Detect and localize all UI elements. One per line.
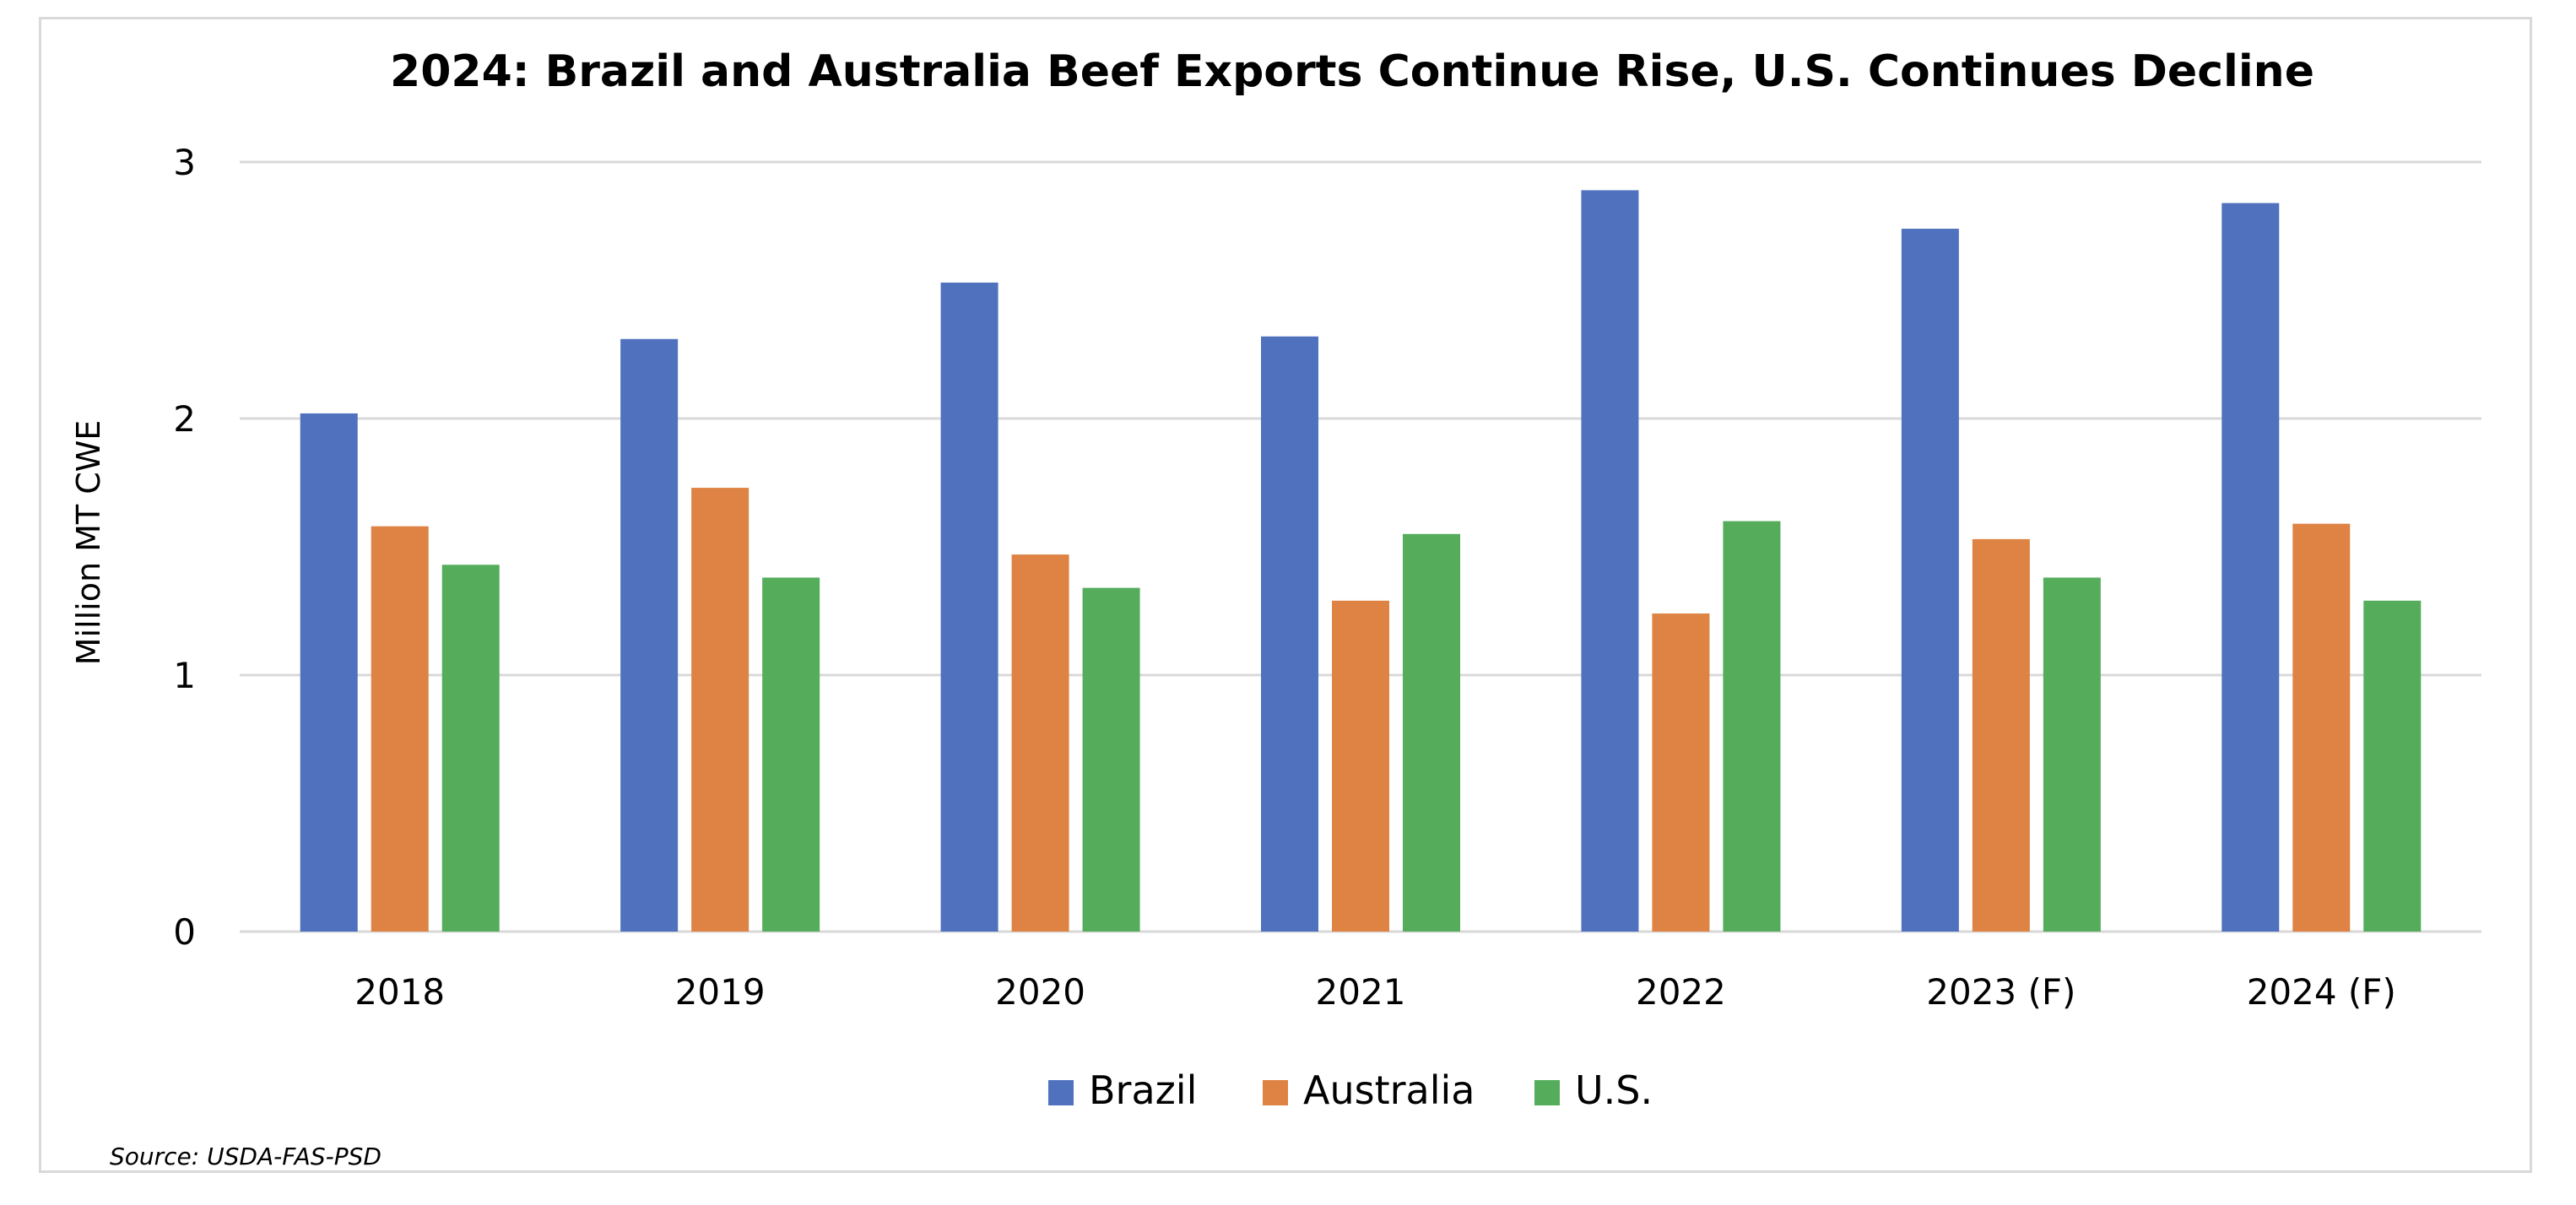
chart-title: 2024: Brazil and Australia Beef Exports … [390, 46, 2314, 97]
bar-australia-2020 [1011, 554, 1069, 932]
legend-swatch-brazil [1048, 1080, 1074, 1105]
bar-brazil-2019 [620, 338, 679, 932]
y-axis-ticks: 0 1 2 3 [173, 142, 196, 953]
x-tick-label: 2023 (F) [1926, 971, 2075, 1013]
y-tick-label: 1 [173, 655, 196, 696]
bar-australia-2023-F [1972, 538, 2030, 932]
x-axis-ticks: 2018 2019 2020 2021 2022 2023 (F) 2024 (F) [354, 971, 2396, 1013]
chart-frame [39, 17, 2532, 1173]
bars [300, 190, 2422, 932]
bar-brazil-2022 [1581, 190, 1639, 932]
x-tick-label: 2019 [675, 971, 766, 1013]
x-tick-label: 2018 [354, 971, 445, 1013]
bar-u-s-2023-F [2043, 577, 2101, 932]
bar-brazil-2024-F [2222, 203, 2280, 932]
bar-u-s-2022 [1723, 521, 1781, 932]
y-axis-label: Million MT CWE [70, 420, 107, 666]
x-tick-label: 2021 [1316, 971, 1406, 1013]
legend-label: Brazil [1089, 1067, 1197, 1113]
bar-australia-2021 [1332, 600, 1389, 932]
legend-swatch-australia [1263, 1080, 1288, 1105]
bar-u-s-2018 [441, 565, 500, 932]
bar-australia-2022 [1652, 613, 1710, 932]
bar-u-s-2019 [762, 577, 820, 932]
x-tick-label: 2024 (F) [2247, 971, 2396, 1013]
bar-australia-2024-F [2292, 523, 2351, 932]
x-tick-label: 2020 [995, 971, 1085, 1013]
bar-brazil-2023-F [1901, 229, 1959, 932]
legend-label: U.S. [1575, 1067, 1653, 1113]
legend: Brazil Australia U.S. [1048, 1067, 1653, 1113]
x-tick-label: 2022 [1636, 971, 1726, 1013]
bar-brazil-2021 [1261, 336, 1318, 932]
legend-swatch-u-s [1534, 1080, 1560, 1105]
bar-u-s-2020 [1082, 587, 1140, 932]
bar-u-s-2024-F [2363, 600, 2422, 932]
bar-u-s-2021 [1403, 533, 1460, 932]
bar-brazil-2018 [300, 413, 358, 932]
y-tick-label: 2 [173, 398, 196, 440]
bar-australia-2018 [371, 526, 429, 932]
y-tick-label: 3 [173, 142, 196, 183]
bar-australia-2019 [691, 488, 750, 932]
bar-brazil-2020 [940, 282, 998, 932]
legend-label: Australia [1303, 1067, 1475, 1113]
y-tick-label: 0 [173, 911, 196, 953]
source-note: Source: USDA-FAS-PSD [110, 1143, 382, 1170]
